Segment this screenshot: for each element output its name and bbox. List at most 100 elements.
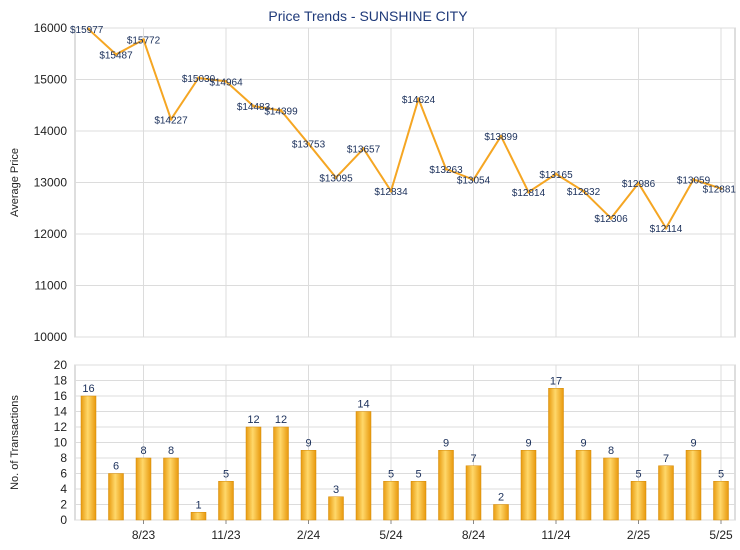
bar (328, 496, 344, 521)
bar-value-label: 7 (663, 453, 669, 465)
data-point (582, 189, 585, 193)
bar (383, 481, 399, 521)
x-tick-label: 2/24 (297, 528, 321, 542)
data-point (197, 76, 200, 80)
price-series-line (87, 28, 722, 230)
data-label: $14227 (154, 115, 188, 126)
bar-value-label: 9 (690, 437, 696, 449)
y-tick-label: 14 (54, 405, 68, 419)
bar (713, 481, 729, 521)
y-tick-label: 12000 (34, 227, 68, 241)
data-label: $13753 (292, 140, 326, 151)
data-point (444, 167, 448, 171)
data-point (527, 190, 530, 194)
bar (410, 481, 427, 521)
data-label: $15977 (70, 25, 104, 36)
bar (493, 504, 509, 521)
y-tick-label: 16 (54, 389, 68, 403)
y-tick-label: 18 (54, 374, 68, 388)
bar (685, 450, 702, 521)
bar (438, 450, 454, 521)
y-tick-label: 14000 (34, 124, 68, 138)
bar-value-label: 5 (718, 468, 724, 480)
data-label: $12834 (374, 187, 408, 198)
data-point (499, 134, 503, 138)
bar-value-label: 12 (275, 414, 287, 426)
y-tick-label: 11000 (35, 279, 68, 293)
data-point (389, 189, 393, 193)
bar-value-label: 9 (443, 437, 449, 449)
y-tick-label: 12 (54, 420, 68, 434)
bar (135, 457, 152, 521)
bar (520, 450, 537, 521)
bar-value-label: 5 (388, 468, 394, 480)
data-label: $12114 (650, 224, 683, 235)
data-point (637, 181, 640, 185)
data-label: $13657 (347, 145, 381, 156)
data-label: $13263 (429, 165, 463, 176)
x-tick-label: 5/25 (709, 528, 733, 542)
bar-value-label: 2 (498, 492, 504, 504)
bar (548, 388, 564, 521)
y-tick-label: 8 (60, 451, 67, 465)
data-point (279, 108, 283, 112)
data-point (334, 176, 338, 180)
data-label: $14483 (237, 102, 271, 113)
data-point (664, 226, 668, 230)
data-point (472, 178, 475, 182)
data-point (169, 117, 173, 121)
bar (465, 465, 482, 521)
data-point (87, 27, 90, 31)
data-label: $12832 (567, 187, 601, 198)
bar (603, 457, 619, 521)
bar-value-label: 12 (247, 414, 259, 426)
data-label: $13165 (539, 170, 573, 181)
bar-value-label: 8 (140, 445, 146, 457)
x-tick-label: 11/24 (541, 528, 570, 542)
x-tick-label: 8/24 (462, 528, 486, 542)
bar-value-label: 9 (525, 437, 531, 449)
data-point (719, 187, 723, 191)
bar-value-label: 5 (223, 468, 229, 480)
data-label: $13899 (484, 132, 518, 143)
x-tick-label: 2/25 (627, 528, 651, 542)
y-tick-label: 15000 (34, 73, 68, 87)
data-label: $15487 (99, 50, 133, 61)
bar-value-label: 8 (168, 445, 174, 457)
y-axis-label: No. of Transactions (9, 395, 21, 490)
y-tick-label: 6 (60, 467, 67, 481)
y-tick-label: 20 (54, 358, 68, 372)
data-label: $13095 (319, 174, 353, 185)
data-label: $15772 (127, 36, 161, 47)
data-point (307, 142, 310, 146)
bar (218, 481, 234, 521)
y-axis-label: Average Price (9, 148, 21, 217)
y-tick-label: 13000 (34, 176, 68, 190)
bar-value-label: 17 (550, 375, 562, 387)
x-tick-label: 11/23 (211, 528, 240, 542)
y-tick-label: 2 (60, 498, 67, 512)
data-label: $14399 (264, 106, 298, 117)
bar (630, 481, 647, 521)
data-point (417, 97, 420, 101)
bar-value-label: 9 (305, 437, 311, 449)
bar (80, 395, 97, 521)
data-label: $14624 (402, 95, 436, 106)
y-tick-label: 10 (54, 436, 68, 450)
bar (355, 411, 372, 521)
data-label: $12306 (594, 214, 628, 225)
bar-value-label: 9 (580, 437, 586, 449)
bar (575, 450, 592, 521)
x-tick-label: 8/23 (132, 528, 156, 542)
data-point (692, 177, 695, 181)
bar (108, 473, 124, 521)
bar-value-label: 5 (635, 468, 641, 480)
y-tick-label: 10000 (34, 330, 68, 344)
bar-value-label: 6 (113, 461, 119, 473)
bar-value-label: 7 (470, 453, 476, 465)
data-label: $13054 (457, 176, 491, 187)
data-point (142, 38, 145, 42)
bar-value-label: 16 (82, 383, 94, 395)
